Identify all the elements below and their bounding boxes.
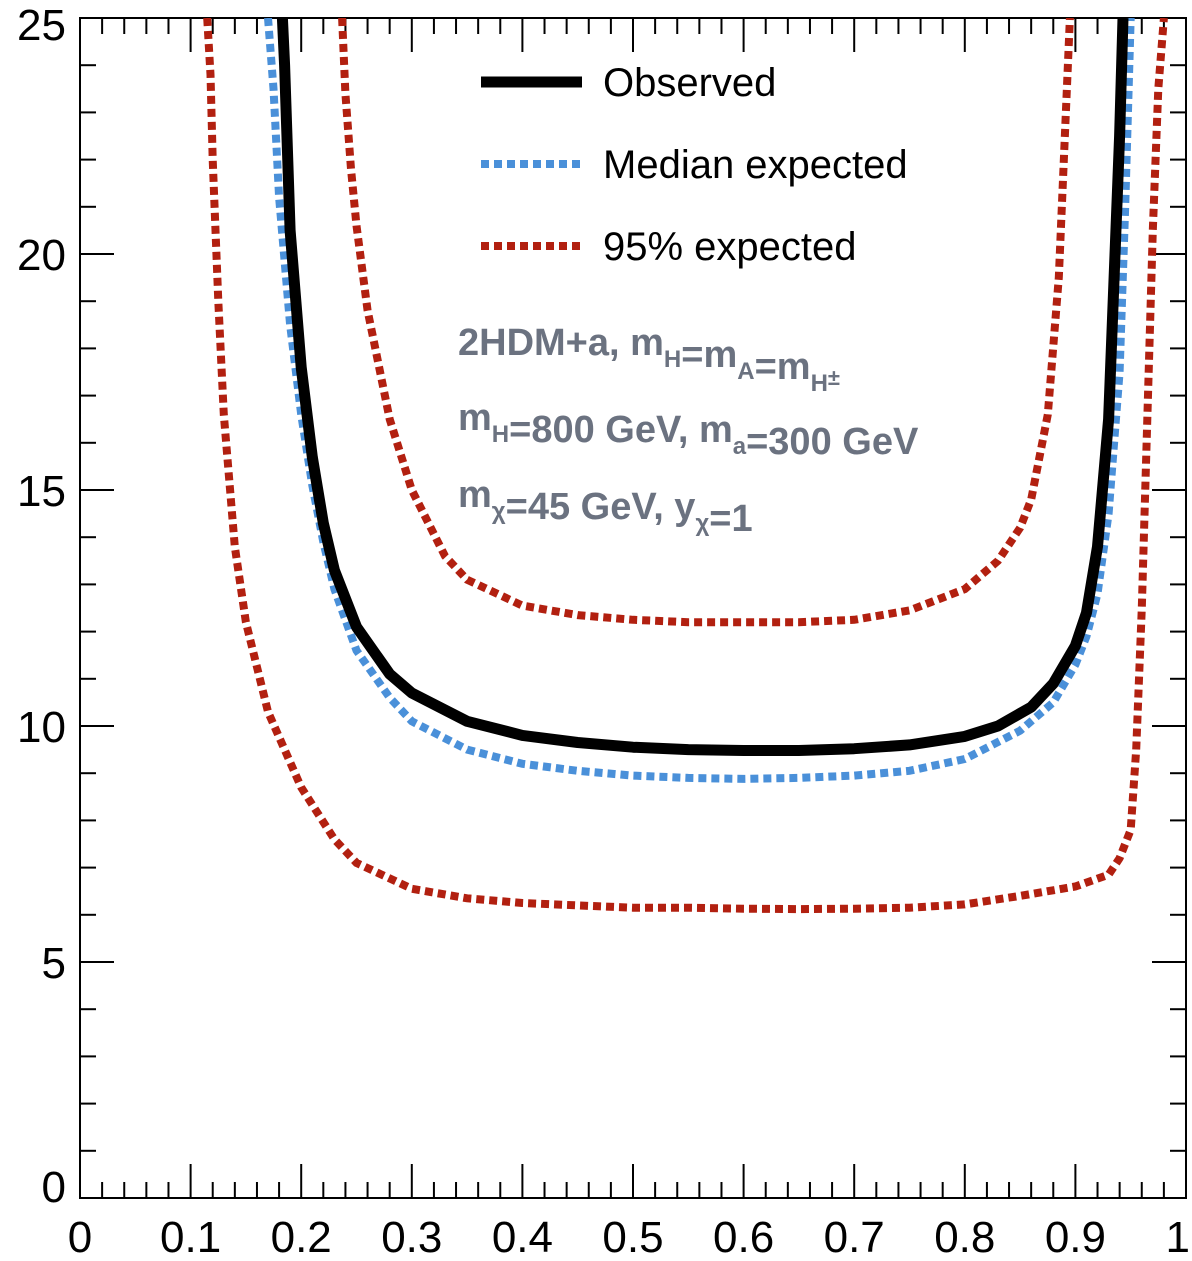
y-tick-label: 10 xyxy=(17,703,66,752)
annotation-line: mχ=45 GeV, yχ=1 xyxy=(458,474,753,540)
y-tick-label: 5 xyxy=(42,939,66,988)
x-tick-label: 0.4 xyxy=(492,1213,553,1261)
x-tick-label: 0.8 xyxy=(934,1213,995,1261)
axis-ticks xyxy=(79,17,1187,1199)
y-tick-label: 0 xyxy=(42,1163,66,1212)
y-tick-label: 15 xyxy=(17,467,66,516)
x-tick-label: 0.7 xyxy=(824,1213,885,1261)
y-tick-label: 20 xyxy=(17,231,66,280)
observed-line xyxy=(276,18,1129,756)
x-tick-label: 0.3 xyxy=(381,1213,442,1261)
band95-lower-line xyxy=(203,18,1168,914)
annotation-line: 2HDM+a, mH=mA=mH± xyxy=(458,322,840,397)
legend-label: Observed xyxy=(603,61,776,105)
legend-label: 95% expected xyxy=(603,225,857,269)
model-annotation: 2HDM+a, mH=mA=mH±mH=800 GeV, ma=300 GeV m… xyxy=(458,322,919,540)
band95-upper-line xyxy=(338,18,1074,627)
x-tick-label: 0 xyxy=(68,1213,92,1261)
x-tick-labels: 0 0.1 0.2 0.3 0.4 0.5 0.6 0.7 0.8 0.9 1 xyxy=(68,1213,1190,1261)
series-lines xyxy=(203,18,1168,914)
y-tick-labels: 0 5 10 15 20 25 xyxy=(17,1,66,1212)
x-tick-label: 1 xyxy=(1166,1213,1190,1261)
y-tick-label: 25 xyxy=(17,1,66,50)
annotation-line: mH=800 GeV, ma=300 GeV xyxy=(458,397,919,463)
legend-label: Median expected xyxy=(603,143,908,187)
median-expected-line xyxy=(264,18,1135,783)
x-tick-label: 0.6 xyxy=(713,1213,774,1261)
x-tick-label: 0.2 xyxy=(271,1213,332,1261)
x-tick-label: 0.1 xyxy=(160,1213,221,1261)
legend: Observed Median expected 95% expected xyxy=(481,61,908,269)
x-tick-label: 0.9 xyxy=(1045,1213,1106,1261)
x-tick-label: 0.5 xyxy=(602,1213,663,1261)
